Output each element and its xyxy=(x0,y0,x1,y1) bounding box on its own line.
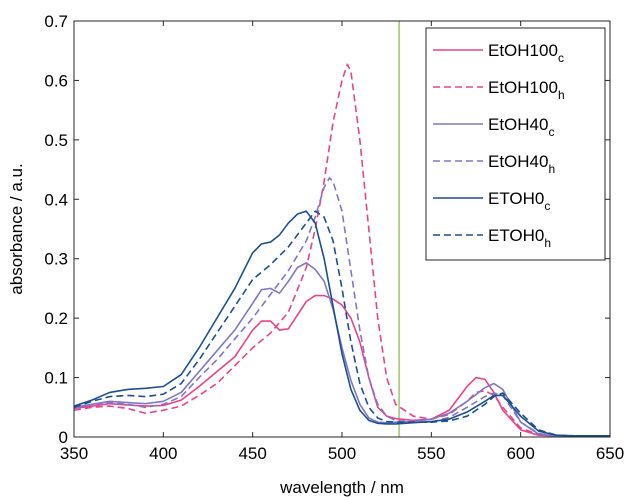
y-tick-label: 0.2 xyxy=(44,309,68,328)
y-tick-label: 0.7 xyxy=(44,12,68,31)
legend-label-etoh0-h: ETOH0h xyxy=(488,226,551,250)
series-line-etoh0-h xyxy=(74,210,610,437)
y-tick-label: 0.1 xyxy=(44,369,68,388)
legend-label-etoh40-c: EtOH40c xyxy=(488,115,554,139)
x-tick-label: 550 xyxy=(417,444,445,463)
legend-label-etoh0-c: ETOH0c xyxy=(488,189,550,213)
series-line-etoh40-c xyxy=(74,262,610,437)
legend-box xyxy=(425,27,606,261)
y-tick-label: 0.3 xyxy=(44,250,68,269)
x-tick-label: 650 xyxy=(596,444,624,463)
plot-area xyxy=(74,21,610,437)
y-axis-label: absorbance / a.u. xyxy=(7,163,26,294)
x-tick-label: 600 xyxy=(506,444,534,463)
x-axis-label: wavelength / nm xyxy=(279,478,404,497)
x-tick-label: 400 xyxy=(149,444,177,463)
y-tick-label: 0 xyxy=(59,428,68,447)
series-line-etoh100-h xyxy=(74,63,610,437)
x-tick-label: 500 xyxy=(328,444,356,463)
y-tick-label: 0.5 xyxy=(44,131,68,150)
axes: 350 400 450 500 550 600 650 0 0.1 0.2 0.3 0.4 0.5 0.6… xyxy=(44,12,624,463)
y-tick-label: 0.6 xyxy=(44,71,68,90)
x-tick-label: 350 xyxy=(60,444,88,463)
series-line-etoh100-c xyxy=(74,294,610,437)
legend-label-etoh100-c: EtOH100c xyxy=(488,41,564,65)
y-tick-label: 0.4 xyxy=(44,190,68,209)
series-lines xyxy=(74,63,610,437)
legend: EtOH100c EtOH100h EtOH40c EtOH40h ETOH0c ETOH… xyxy=(425,27,606,261)
series-line-etoh0-c xyxy=(74,210,610,437)
legend-label-etoh100-h: EtOH100h xyxy=(488,78,565,102)
x-tick-label: 450 xyxy=(238,444,266,463)
legend-label-etoh40-h: EtOH40h xyxy=(488,152,555,176)
